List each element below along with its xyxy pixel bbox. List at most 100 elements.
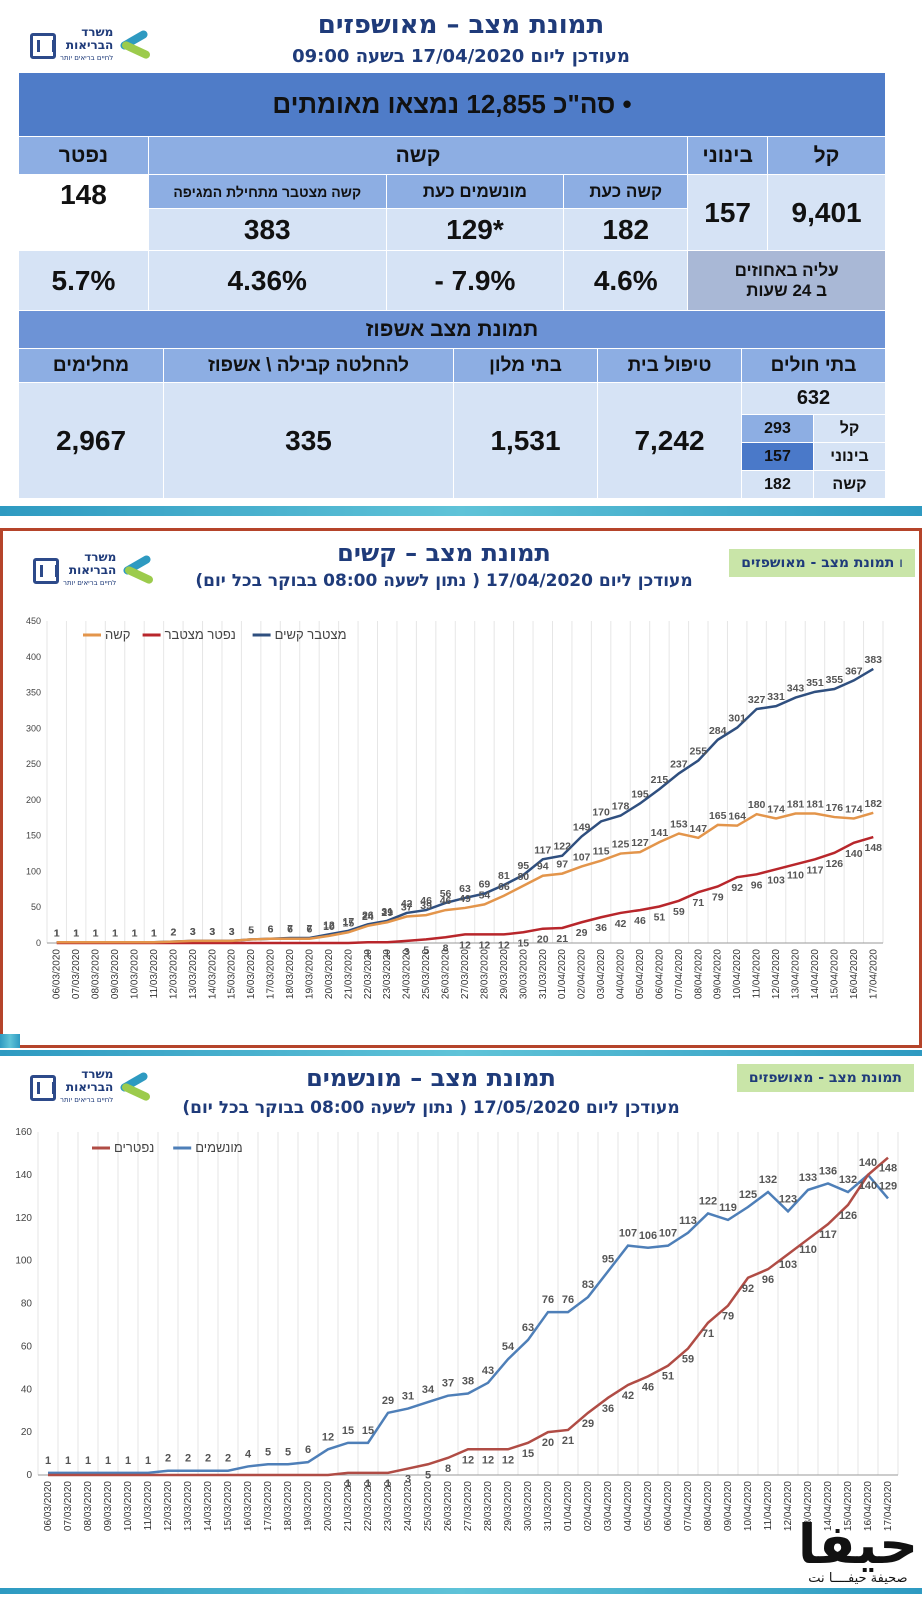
data-label: 7: [287, 923, 293, 935]
data-label: 92: [731, 882, 743, 894]
header-home-care: טיפול בית: [597, 348, 742, 383]
x-tick-label: 10/04/2020: [732, 949, 743, 999]
data-label: 2: [165, 1453, 171, 1465]
data-label: 165: [709, 810, 727, 822]
data-label: 107: [619, 1228, 637, 1240]
data-label: 51: [662, 1371, 674, 1383]
data-label: 1: [54, 927, 60, 939]
data-label: 129: [879, 1180, 897, 1192]
x-tick-label: 15/04/2020: [843, 1481, 854, 1531]
x-tick-label: 19/03/2020: [303, 1481, 314, 1531]
data-label: 29: [381, 907, 393, 919]
legend-label: מצטבר קשים: [275, 627, 347, 642]
data-label: 59: [673, 906, 685, 918]
header-light: קל: [767, 136, 886, 175]
data-label: 79: [712, 891, 724, 903]
data-label: 46: [440, 895, 452, 907]
data-label: 2: [170, 927, 176, 939]
data-label: 125: [739, 1189, 757, 1201]
x-tick-label: 10/03/2020: [123, 1481, 134, 1531]
x-tick-label: 09/04/2020: [723, 1481, 734, 1531]
data-label: 31: [381, 906, 393, 918]
header-deceased: נפטר: [18, 136, 149, 175]
data-label: 5: [248, 924, 254, 936]
data-label: 6: [307, 924, 313, 936]
rise-severe-now: 4.6%: [563, 250, 689, 311]
section-badge: תמונת מצב - מאושפזים: [736, 1064, 914, 1092]
data-label: 122: [553, 841, 571, 853]
data-label: 17: [343, 916, 355, 928]
x-tick-label: 30/03/2020: [523, 1481, 534, 1531]
data-label: 5: [423, 944, 429, 956]
data-label: 20: [537, 934, 549, 946]
data-label: 327: [748, 694, 766, 706]
x-tick-label: 16/03/2020: [243, 1481, 254, 1531]
y-tick-label: 100: [15, 1256, 32, 1267]
data-label: 42: [401, 898, 413, 910]
data-label: 125: [612, 839, 630, 851]
x-tick-label: 28/03/2020: [483, 1481, 494, 1531]
data-label: 12: [482, 1454, 494, 1466]
x-tick-label: 14/03/2020: [207, 949, 218, 999]
y-tick-label: 450: [26, 616, 41, 626]
data-label: 29: [582, 1418, 594, 1430]
panel-subtitle: מעודכן ליום 17/04/2020 בשעה 09:00: [292, 46, 630, 67]
data-label: 71: [692, 897, 704, 909]
data-label: 12: [498, 939, 510, 951]
data-label: 1: [105, 1455, 111, 1467]
panel-title: תמונת מצב – מונשמים: [306, 1064, 556, 1092]
ministry-of-health-logo: משרד הבריאות לחיים בריאים יותר: [30, 26, 153, 65]
data-label: 107: [573, 851, 591, 863]
rise-ventilated: - 7.9%: [385, 250, 565, 311]
data-label: 2: [225, 1453, 231, 1465]
data-label: 1: [93, 927, 99, 939]
data-label: 6: [268, 924, 274, 936]
data-label: 355: [826, 674, 844, 686]
hospitalization-title: תמונת מצב אשפוז: [18, 310, 886, 349]
data-label: 21: [556, 933, 568, 945]
menorah-icon: [30, 1074, 56, 1101]
y-tick-label: 400: [26, 652, 41, 662]
x-tick-label: 10/03/2020: [129, 949, 140, 999]
x-tick-label: 13/03/2020: [183, 1481, 194, 1531]
data-label: 66: [498, 881, 510, 893]
data-label: 178: [612, 801, 630, 813]
data-label: 1: [151, 927, 157, 939]
data-label: 59: [682, 1354, 694, 1366]
data-label: 96: [762, 1274, 774, 1286]
data-label: 15: [342, 1425, 354, 1437]
x-tick-label: 17/04/2020: [868, 949, 879, 999]
data-label: 181: [787, 798, 805, 810]
data-label: 76: [542, 1294, 554, 1306]
x-tick-label: 13/04/2020: [791, 949, 802, 999]
data-label: 26: [362, 909, 374, 921]
data-label: 1: [365, 947, 371, 959]
data-label: 164: [728, 811, 746, 823]
data-label: 237: [670, 758, 688, 770]
data-label: 1: [385, 1478, 391, 1490]
y-tick-label: 160: [15, 1127, 32, 1138]
x-tick-label: 29/03/2020: [499, 949, 510, 999]
y-tick-label: 140: [15, 1170, 32, 1181]
data-label: 2: [205, 1453, 211, 1465]
data-label: 136: [819, 1165, 837, 1177]
data-label: 12: [323, 919, 335, 931]
section-badge: ו תמונת מצב - מאושפזים: [729, 549, 915, 577]
data-label: 63: [459, 883, 471, 895]
x-tick-label: 23/03/2020: [383, 1481, 394, 1531]
rise-24h-label: עליה באחוזים ב 24 שעות: [687, 250, 886, 311]
decorative-bar-bottom: [0, 1588, 922, 1594]
data-label: 1: [54, 927, 60, 939]
data-label: 103: [779, 1259, 797, 1271]
data-label: 174: [767, 803, 785, 815]
data-label: 181: [806, 798, 824, 810]
value-recovered: 2,967: [18, 382, 164, 499]
data-label: 148: [879, 1163, 897, 1175]
total-confirmed: • סה"כ 12,855 נמצאו מאומתים: [18, 72, 886, 137]
x-tick-label: 07/04/2020: [683, 1481, 694, 1531]
data-label: 6: [305, 1444, 311, 1456]
sub-severe-now: קשה כעת: [563, 174, 689, 209]
x-tick-label: 29/03/2020: [503, 1481, 514, 1531]
data-label: 46: [420, 895, 432, 907]
data-label: 107: [659, 1228, 677, 1240]
